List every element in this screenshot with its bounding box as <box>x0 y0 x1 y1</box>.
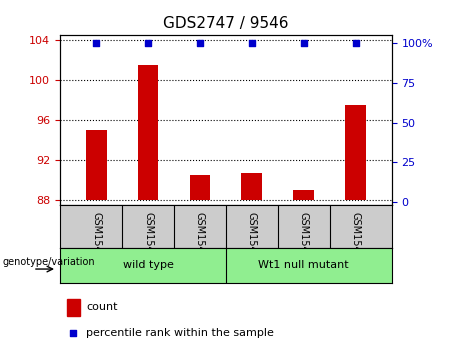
Text: GSM154565: GSM154565 <box>195 212 205 271</box>
Text: GSM154567: GSM154567 <box>299 212 309 271</box>
Text: wild type: wild type <box>123 261 173 270</box>
Point <box>248 41 255 46</box>
Point <box>144 41 152 46</box>
Bar <box>345 105 366 200</box>
Bar <box>138 65 159 200</box>
Bar <box>66 299 80 316</box>
Bar <box>86 130 106 200</box>
Point <box>93 41 100 46</box>
Text: percentile rank within the sample: percentile rank within the sample <box>87 328 274 338</box>
Bar <box>293 190 314 200</box>
Text: GSM154568: GSM154568 <box>350 212 361 271</box>
Point <box>196 41 204 46</box>
Text: GSM154566: GSM154566 <box>247 212 257 271</box>
Point <box>352 41 359 46</box>
Title: GDS2747 / 9546: GDS2747 / 9546 <box>163 16 289 32</box>
Bar <box>242 173 262 200</box>
Bar <box>189 175 210 200</box>
Text: Wt1 null mutant: Wt1 null mutant <box>258 261 349 270</box>
Point <box>343 187 350 193</box>
Text: GSM154563: GSM154563 <box>91 212 101 271</box>
Point <box>300 41 307 46</box>
Text: count: count <box>87 302 118 312</box>
Text: GSM154564: GSM154564 <box>143 212 153 271</box>
Text: genotype/variation: genotype/variation <box>3 257 95 267</box>
